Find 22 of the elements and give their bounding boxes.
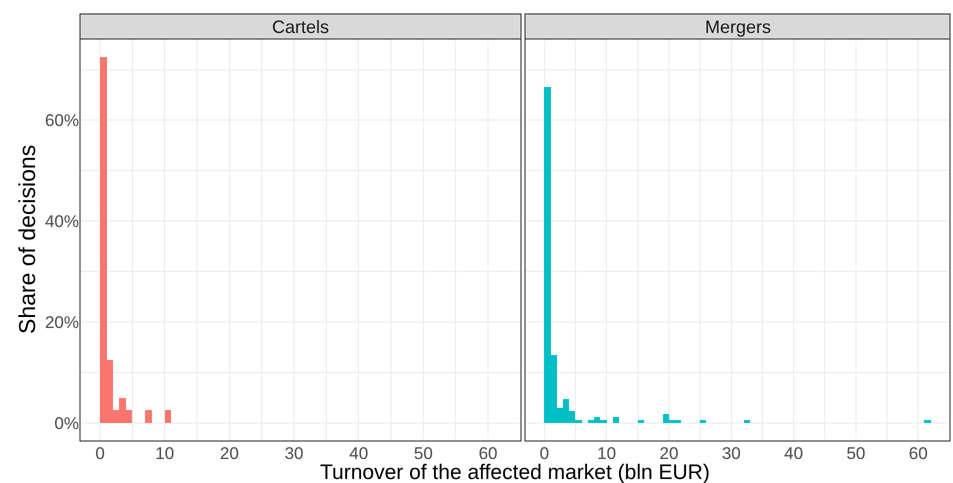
chart-title: Mergers: [705, 17, 772, 37]
x-tick-label: 0: [95, 444, 105, 463]
x-tick-label: 20: [659, 444, 678, 463]
x-tick-label: 40: [349, 444, 368, 463]
x-tick-label: 30: [284, 444, 304, 463]
y-axis-title: Share of decisions: [14, 144, 40, 334]
x-tick-label: 20: [220, 444, 239, 463]
x-tick-label: 60: [478, 444, 498, 463]
y-tick-label: 0%: [54, 414, 79, 433]
x-tick-label: 60: [908, 444, 928, 463]
x-axis-title: Turnover of the affected market (bln EUR): [320, 461, 710, 483]
x-tick-label: 10: [155, 444, 174, 463]
y-tick-label: 60%: [44, 111, 79, 130]
x-tick-label: 50: [414, 444, 433, 463]
x-tick-label: 40: [784, 444, 804, 463]
y-tick-label: 40%: [44, 212, 79, 232]
y-tick-label: 20%: [44, 312, 79, 332]
chart-title: Cartels: [272, 17, 330, 37]
x-tick-label: 30: [722, 444, 741, 463]
x-tick-label: 50: [846, 444, 866, 463]
x-tick-label: 0: [540, 444, 550, 463]
x-tick-label: 10: [597, 444, 616, 463]
